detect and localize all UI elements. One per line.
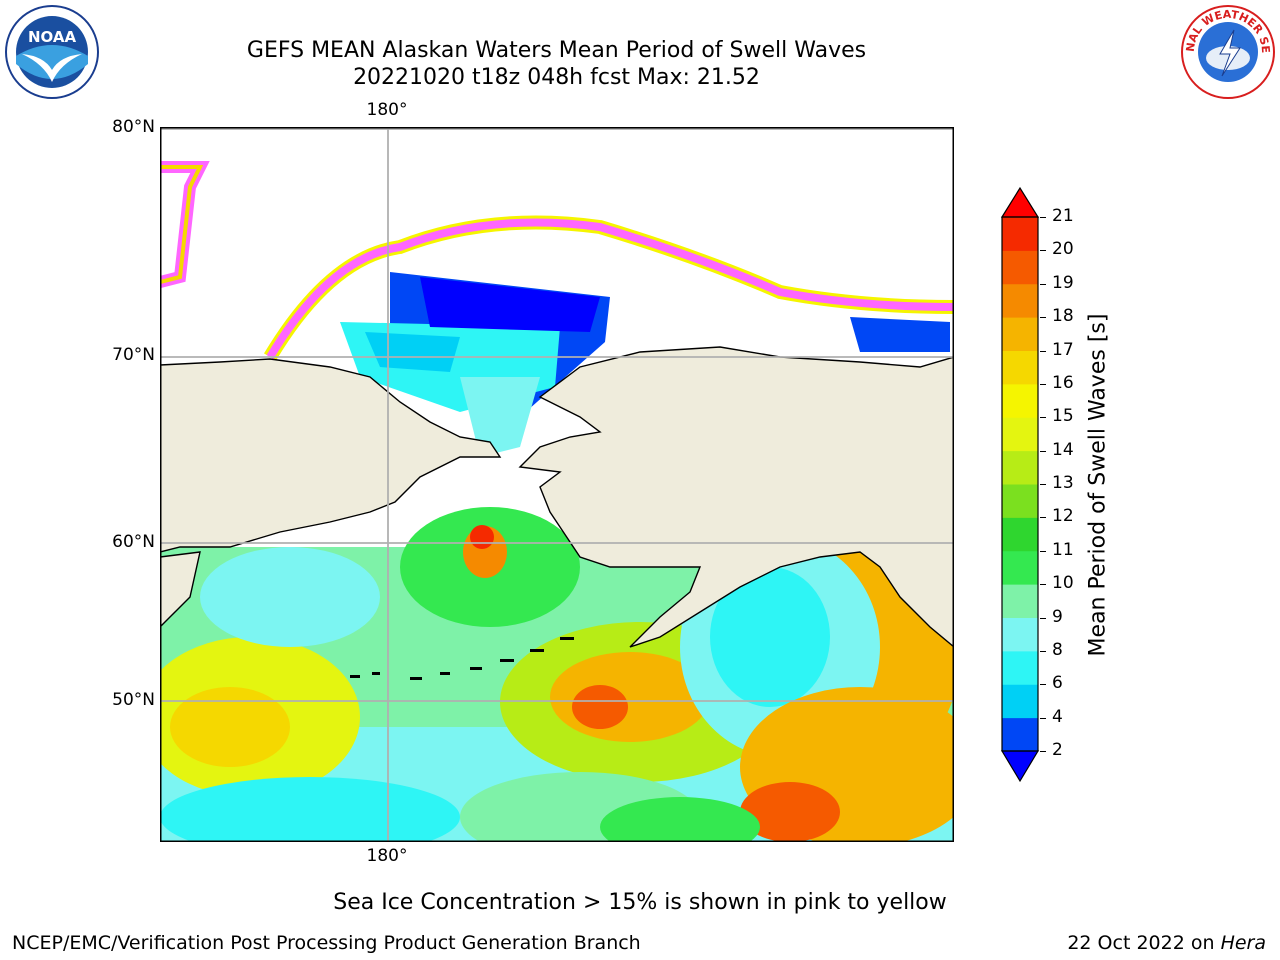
lat-label-80n: 80°N (112, 117, 155, 137)
colorbar-tick-mark (1040, 217, 1046, 218)
footer-date: 22 Oct 2022 on Hera (1067, 932, 1266, 954)
colorbar-tick-label: 15 (1052, 406, 1074, 427)
nws-logo: NATIONAL WEATHER SERVICE (1180, 4, 1275, 99)
colorbar (1000, 186, 1040, 783)
colorbar-tick-label: 12 (1052, 506, 1074, 527)
colorbar-tick-label: 17 (1052, 339, 1074, 360)
colorbar-segment (1002, 417, 1038, 452)
lat-label-70n: 70°N (112, 345, 155, 365)
colorbar-segment (1002, 584, 1038, 618)
colorbar-tick-label: 2 (1052, 740, 1063, 760)
noaa-logo-text: NOAA (28, 28, 77, 46)
colorbar-tick-mark (1040, 717, 1046, 719)
land (160, 346, 954, 648)
chart-subtitle: 20221020 t18z 048h fcst Max: 21.52 (353, 65, 760, 90)
colorbar-segment (1002, 617, 1038, 652)
colorbar-tick-label: 9 (1052, 606, 1063, 627)
colorbar-segment (1002, 283, 1038, 318)
colorbar-segment (1002, 517, 1038, 552)
footer-date-text: 22 Oct 2022 on (1067, 932, 1221, 954)
colorbar-tick-label: 21 (1052, 206, 1074, 226)
colorbar-tick-label: 20 (1052, 239, 1074, 260)
colorbar-tick-label: 18 (1052, 306, 1074, 327)
colorbar-segment (1002, 550, 1038, 585)
colorbar-tick-mark (1040, 517, 1046, 519)
colorbar-tick-label: 19 (1052, 272, 1074, 293)
colorbar-tick-mark (1040, 250, 1046, 252)
colorbar-segment (1002, 217, 1038, 251)
colorbar-segment (1002, 717, 1038, 752)
colorbar-tick-label: 11 (1052, 539, 1074, 560)
arctic-waters (340, 272, 950, 457)
colorbar-segment (1002, 250, 1038, 285)
footer-machine: Hera (1220, 932, 1266, 954)
colorbar-segment (1002, 350, 1038, 385)
colorbar-segment (1002, 684, 1038, 719)
colorbar-tick-mark (1040, 617, 1046, 619)
lat-label-50n: 50°N (112, 690, 155, 710)
colorbar-tick-mark (1040, 283, 1046, 285)
colorbar-tick-mark (1040, 550, 1046, 552)
colorbar-segment (1002, 484, 1038, 518)
colorbar-tick-label: 8 (1052, 639, 1063, 660)
graticule (160, 127, 954, 842)
colorbar-segment (1002, 383, 1038, 418)
colorbar-label: Mean Period of Swell Waves [s] (1085, 313, 1111, 657)
colorbar-tick-mark (1040, 450, 1046, 452)
colorbar-tick-mark (1040, 584, 1046, 586)
colorbar-tick-mark (1040, 650, 1046, 652)
sea-ice-note: Sea Ice Concentration > 15% is shown in … (333, 890, 947, 915)
colorbar-tick-mark (1040, 417, 1046, 419)
colorbar-tick-label: 13 (1052, 473, 1074, 493)
colorbar-segment (1002, 450, 1038, 485)
colorbar-tick-label: 14 (1052, 439, 1074, 460)
colorbar-tick-mark (1040, 751, 1046, 752)
colorbar-tick-label: 4 (1052, 706, 1063, 727)
colorbar-tick-label: 16 (1052, 372, 1074, 393)
aleutian-islands (350, 637, 574, 680)
colorbar-segment (1002, 650, 1038, 685)
colorbar-tick-label: 10 (1052, 573, 1074, 594)
colorbar-tick-label: 6 (1052, 673, 1063, 694)
colorbar-tick-mark (1040, 484, 1046, 485)
colorbar-extend-low (1000, 750, 1040, 783)
colorbar-tick-mark (1040, 684, 1046, 686)
lat-label-60n: 60°N (112, 532, 155, 552)
noaa-logo: NOAA (5, 5, 99, 99)
colorbar-tick-mark (1040, 350, 1046, 352)
ocean-swell-field (160, 507, 954, 842)
colorbar-extend-high (1000, 186, 1040, 218)
footer-credit: NCEP/EMC/Verification Post Processing Pr… (12, 932, 641, 954)
map-panel (160, 127, 954, 842)
colorbar-tick-mark (1040, 383, 1046, 385)
lon-label-top: 180° (366, 100, 408, 120)
colorbar-tick-mark (1040, 317, 1046, 319)
colorbar-segment (1002, 317, 1038, 351)
sea-ice-band (160, 161, 954, 361)
chart-title: GEFS MEAN Alaskan Waters Mean Period of … (246, 38, 867, 63)
lon-label-bottom: 180° (366, 846, 408, 866)
